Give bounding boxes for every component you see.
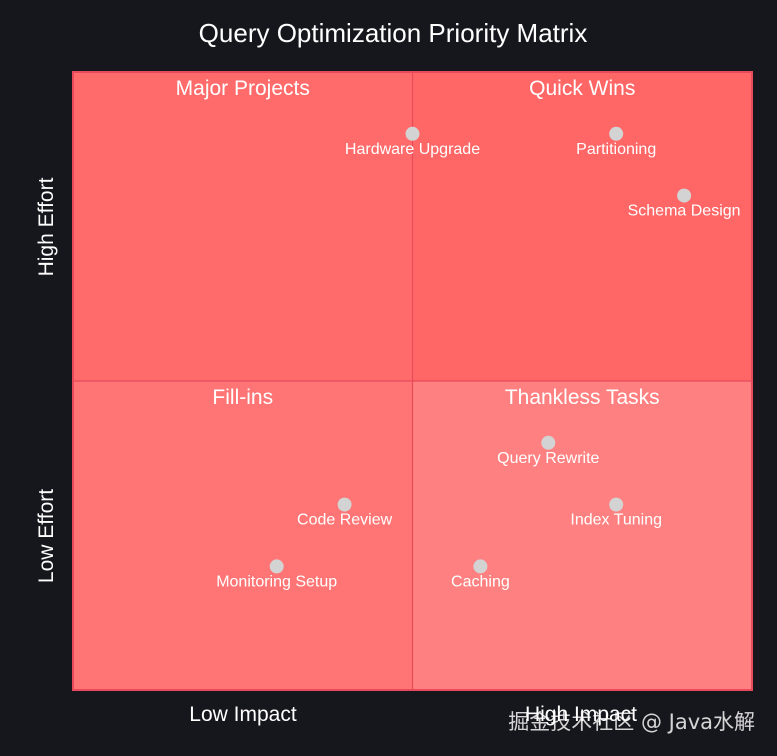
point-label: Caching xyxy=(451,573,510,590)
data-point xyxy=(677,188,692,203)
quadrant-label: Fill-ins xyxy=(212,386,273,409)
data-point xyxy=(541,435,556,450)
point-label: Query Rewrite xyxy=(497,450,599,467)
point-label: Index Tuning xyxy=(570,512,662,529)
data-point xyxy=(269,559,284,574)
quadrant-bottom-right xyxy=(412,381,752,690)
quadrant-top-left xyxy=(73,72,413,381)
x-axis-label-high: High Impact xyxy=(525,703,637,726)
chart-title: Query Optimization Priority Matrix xyxy=(199,18,588,48)
quadrant-label: Quick Wins xyxy=(529,77,635,100)
data-point xyxy=(609,126,624,141)
quadrant-bottom-left xyxy=(73,381,413,690)
point-label: Monitoring Setup xyxy=(216,573,337,590)
plot-border xyxy=(72,71,753,691)
y-axis-label-high: High Effort xyxy=(35,177,58,276)
point-label: Partitioning xyxy=(576,141,656,158)
x-axis-label-low: Low Impact xyxy=(189,703,297,726)
data-point xyxy=(473,559,488,574)
point-label: Code Review xyxy=(297,512,393,529)
data-point xyxy=(405,126,420,141)
point-label: Hardware Upgrade xyxy=(345,141,480,158)
data-point xyxy=(609,497,624,512)
data-point xyxy=(337,497,352,512)
quadrant-top-right xyxy=(412,72,752,381)
quadrant-label: Major Projects xyxy=(176,77,310,100)
quadrant-label: Thankless Tasks xyxy=(505,386,660,409)
quadrants: Major Projects Quick Wins Fill-ins Thankles… xyxy=(72,71,753,691)
data-points: Hardware Upgrade Partitioning Schema Desig… xyxy=(216,126,741,590)
y-axis-label-low: Low Effort xyxy=(35,489,58,583)
point-label: Schema Design xyxy=(628,203,741,220)
watermark: 掘金技术社区 @ Java水解 xyxy=(508,710,755,734)
